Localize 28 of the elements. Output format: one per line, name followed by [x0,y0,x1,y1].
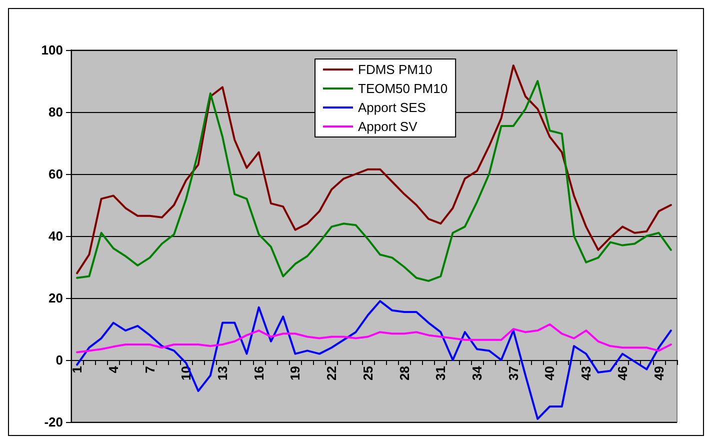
y-tick-label: 60 [48,166,63,182]
x-tick-label: 46 [614,366,630,380]
x-tick-label: 49 [651,366,666,380]
legend-label: FDMS PM10 [358,62,432,77]
x-tick-label: 1 [70,366,85,374]
y-tick-label: 0 [56,352,63,368]
y-tick-label: -20 [44,414,63,430]
x-tick-label: 37 [506,366,521,380]
y-tick-label: 20 [48,290,63,306]
x-tick-label: 13 [215,366,230,380]
x-tick-label: 7 [142,366,158,374]
y-tick-label: 100 [41,42,63,58]
y-tick-label: 40 [48,228,63,244]
line-series [76,323,672,354]
x-tick-label: 40 [542,366,558,380]
legend-label: TEOM50 PM10 [358,81,448,96]
x-tick-label: 25 [360,366,376,380]
x-tick-label: 31 [433,366,448,380]
x-tick-label: 22 [324,366,340,380]
x-tick-label: 34 [470,365,485,380]
x-tick-label: 19 [288,366,303,380]
x-tick-label: 28 [396,366,412,380]
x-tick-label: 4 [106,365,121,374]
y-tick-label: 80 [48,104,63,120]
x-tick-label: 43 [578,366,594,380]
x-tick-label: 16 [251,366,266,380]
legend-label: Apport SV [358,119,418,134]
legend-label: Apport SES [358,100,426,115]
